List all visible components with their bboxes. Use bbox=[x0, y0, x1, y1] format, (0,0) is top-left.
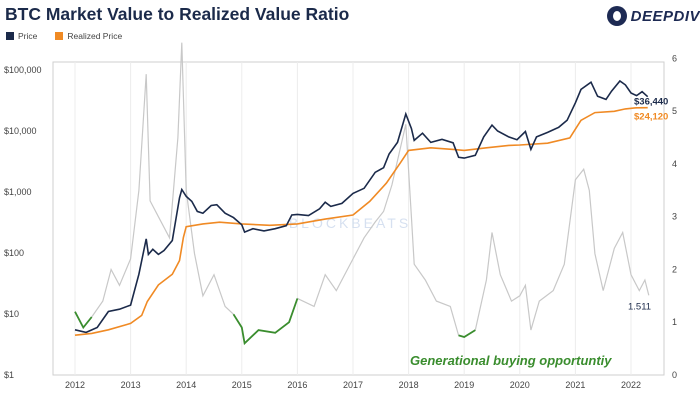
deepdive-logo-icon bbox=[606, 6, 627, 26]
mvrv-end-label: 1.511 bbox=[628, 301, 651, 312]
x-tick-label: 2022 bbox=[621, 380, 641, 390]
price-end-label: $36,440 bbox=[634, 97, 668, 108]
legend: Price Realized Price bbox=[6, 31, 122, 41]
legend-swatch-realized-price bbox=[55, 32, 64, 40]
y-right-tick-label: 3 bbox=[672, 212, 677, 222]
plot-frame bbox=[52, 61, 665, 376]
x-tick-label: 2020 bbox=[510, 380, 530, 390]
y-left-tick-label: $100,000 bbox=[4, 65, 42, 75]
buy-zone-segment bbox=[232, 298, 299, 346]
mvrv-line bbox=[74, 42, 650, 345]
x-tick-label: 2019 bbox=[454, 380, 474, 390]
y-right-tick-label: 0 bbox=[672, 370, 677, 380]
y-left-tick-label: $10,000 bbox=[4, 126, 37, 136]
realized-price-end-label: $24,120 bbox=[634, 112, 668, 123]
legend-item-price: Price bbox=[6, 31, 37, 41]
chart-title: BTC Market Value to Realized Value Ratio bbox=[5, 4, 350, 24]
buy-zone-segment bbox=[74, 311, 93, 330]
y-right-tick-label: 4 bbox=[672, 159, 677, 169]
y-right-tick-label: 2 bbox=[672, 264, 677, 274]
legend-label-realized-price: Realized Price bbox=[67, 31, 123, 41]
x-tick-label: 2012 bbox=[65, 380, 85, 390]
y-left-tick-label: $1 bbox=[4, 370, 14, 380]
legend-item-realized-price: Realized Price bbox=[55, 31, 122, 41]
x-tick-label: 2021 bbox=[565, 380, 585, 390]
y-right-tick-label: 5 bbox=[672, 106, 677, 116]
buying-opportunity-annotation: Generational buying opportuntiy bbox=[410, 353, 612, 368]
y-left-tick-label: $10 bbox=[4, 309, 19, 319]
price-line bbox=[74, 79, 649, 334]
y-right-tick-label: 6 bbox=[672, 53, 677, 63]
realized-price-line bbox=[74, 106, 648, 336]
buy-zone-segment bbox=[458, 329, 476, 338]
x-tick-label: 2017 bbox=[343, 380, 363, 390]
y-left-tick-label: $1,000 bbox=[4, 187, 32, 197]
x-tick-label: 2015 bbox=[232, 380, 252, 390]
y-right-tick-label: 1 bbox=[672, 317, 677, 327]
x-tick-label: 2016 bbox=[287, 380, 307, 390]
deepdive-logo: DEEPDIV bbox=[606, 6, 700, 26]
y-left-tick-label: $100 bbox=[4, 248, 24, 258]
x-tick-label: 2014 bbox=[176, 380, 196, 390]
legend-swatch-price bbox=[6, 32, 14, 40]
legend-label-price: Price bbox=[18, 31, 38, 41]
x-tick-label: 2018 bbox=[399, 380, 419, 390]
x-tick-label: 2013 bbox=[121, 380, 141, 390]
deepdive-logo-text: DEEPDIV bbox=[630, 7, 700, 25]
